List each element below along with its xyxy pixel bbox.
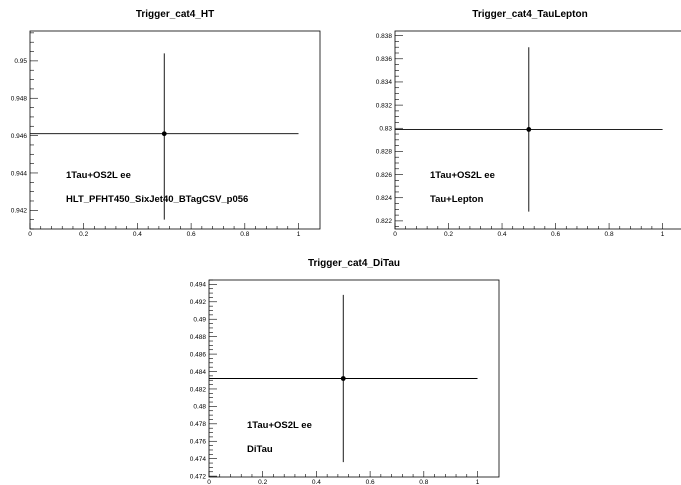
chart-title: Trigger_cat4_DiTau xyxy=(308,258,400,269)
y-tick-label: 0.49 xyxy=(193,317,206,324)
x-tick-label: 0.6 xyxy=(187,231,196,238)
x-tick-label: 1 xyxy=(476,479,480,485)
annotation-label: Tau+Lepton xyxy=(430,194,484,205)
annotation-label: 1Tau+OS2L ee xyxy=(66,170,131,181)
x-tick-label: 0.6 xyxy=(366,479,375,485)
x-tick-label: 0.8 xyxy=(605,231,614,238)
y-tick-label: 0.494 xyxy=(190,282,207,289)
x-tick-label: 0.4 xyxy=(133,231,142,238)
x-tick-label: 0 xyxy=(393,231,397,238)
y-tick-label: 0.828 xyxy=(376,149,393,156)
y-tick-label: 0.824 xyxy=(376,195,393,202)
y-tick-label: 0.95 xyxy=(14,58,27,65)
y-tick-label: 0.822 xyxy=(376,218,393,225)
chart-title: Trigger_cat4_HT xyxy=(136,9,214,20)
x-tick-label: 1 xyxy=(297,231,301,238)
y-tick-label: 0.484 xyxy=(190,369,207,376)
y-tick-label: 0.482 xyxy=(190,386,207,393)
plot-frame xyxy=(394,30,681,230)
x-tick-label: 0.4 xyxy=(312,479,321,485)
y-tick-label: 0.946 xyxy=(11,133,28,140)
x-tick-label: 0.2 xyxy=(79,231,88,238)
y-tick-label: 0.492 xyxy=(190,299,207,306)
x-tick-label: 0.6 xyxy=(551,231,560,238)
x-tick-label: 0.8 xyxy=(419,479,428,485)
data-point xyxy=(340,376,346,381)
x-tick-label: 0.4 xyxy=(498,231,507,238)
y-tick-label: 0.944 xyxy=(11,170,28,177)
y-tick-label: 0.83 xyxy=(379,126,392,133)
y-tick-label: 0.836 xyxy=(376,56,393,63)
chart-panel-3: Trigger_cat4_DiTau 0 0.2 0.4 0.6 0.8 1 0.472 0.4… xyxy=(190,258,500,485)
chart-panel-1: Trigger_cat4_HT 0 0.2 0.4 0.6 0.8 1 0.942 0.944 0… xyxy=(11,9,321,238)
x-tick-label: 0.2 xyxy=(258,479,267,485)
y-tick-label: 0.826 xyxy=(376,172,393,179)
y-tick-label: 0.486 xyxy=(190,351,207,358)
y-tick-label: 0.834 xyxy=(376,79,393,86)
annotation-label: 1Tau+OS2L ee xyxy=(247,420,312,431)
chart-title: Trigger_cat4_TauLepton xyxy=(472,9,587,20)
y-tick-label: 0.488 xyxy=(190,334,207,341)
x-tick-label: 0.8 xyxy=(240,231,249,238)
y-tick-label: 0.832 xyxy=(376,102,393,109)
y-tick-label: 0.476 xyxy=(190,439,207,446)
y-tick-label: 0.838 xyxy=(376,33,393,40)
annotation-label: HLT_PFHT450_SixJet40_BTagCSV_p056 xyxy=(66,194,248,205)
y-tick-label: 0.478 xyxy=(190,421,207,428)
x-tick-label: 0.2 xyxy=(444,231,453,238)
x-tick-label: 0 xyxy=(207,479,211,485)
chart-panel-2: Trigger_cat4_TauLepton 0 0.2 0.4 0.6 0.8 1 0.82… xyxy=(376,9,681,238)
annotation-label: 1Tau+OS2L ee xyxy=(430,170,495,181)
x-tick-label: 1 xyxy=(661,231,665,238)
data-point xyxy=(526,127,532,132)
y-tick-label: 0.48 xyxy=(193,404,206,411)
y-tick-label: 0.472 xyxy=(190,473,207,480)
data-point xyxy=(161,131,167,137)
y-tick-label: 0.474 xyxy=(190,456,207,463)
x-tick-label: 0 xyxy=(28,231,32,238)
plot-frame xyxy=(29,30,321,230)
y-tick-label: 0.948 xyxy=(11,96,28,103)
y-tick-label: 0.942 xyxy=(11,208,28,215)
annotation-label: DiTau xyxy=(247,444,273,455)
